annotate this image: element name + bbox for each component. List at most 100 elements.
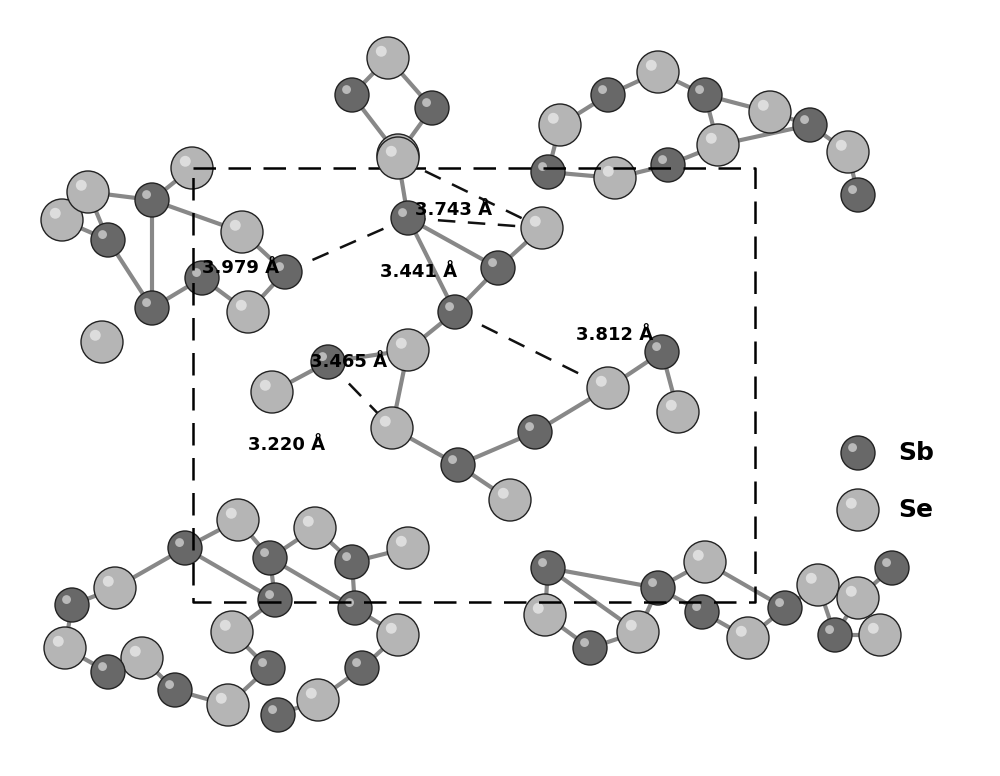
Circle shape [626, 620, 637, 631]
Circle shape [859, 614, 901, 656]
Circle shape [207, 684, 249, 726]
Circle shape [387, 329, 429, 371]
Circle shape [386, 623, 397, 634]
Circle shape [221, 211, 263, 253]
Circle shape [445, 302, 454, 311]
Circle shape [580, 638, 589, 647]
Circle shape [352, 658, 361, 667]
Circle shape [538, 558, 547, 567]
Circle shape [882, 558, 891, 567]
Circle shape [641, 571, 675, 605]
Circle shape [91, 655, 125, 689]
Circle shape [306, 688, 317, 698]
Text: Se: Se [898, 498, 933, 522]
Circle shape [230, 220, 241, 230]
Circle shape [371, 407, 413, 449]
Circle shape [41, 199, 83, 241]
Circle shape [837, 489, 879, 531]
Circle shape [539, 104, 581, 146]
Circle shape [121, 637, 163, 679]
Circle shape [518, 415, 552, 449]
Circle shape [684, 541, 726, 583]
Circle shape [846, 586, 857, 597]
Circle shape [55, 588, 89, 622]
Circle shape [297, 679, 339, 721]
Circle shape [81, 321, 123, 363]
Circle shape [806, 573, 817, 584]
Circle shape [587, 367, 629, 409]
Circle shape [868, 623, 879, 634]
Circle shape [692, 602, 701, 611]
Circle shape [260, 548, 269, 557]
Circle shape [103, 576, 114, 587]
Circle shape [489, 479, 531, 521]
Circle shape [768, 591, 802, 625]
Circle shape [441, 448, 475, 482]
Circle shape [488, 258, 497, 267]
Circle shape [53, 636, 64, 646]
Text: 3.743 Å: 3.743 Å [415, 201, 492, 219]
Circle shape [268, 705, 277, 714]
Circle shape [697, 124, 739, 166]
Circle shape [695, 85, 704, 94]
Circle shape [236, 300, 247, 310]
Circle shape [168, 531, 202, 565]
Circle shape [758, 100, 769, 111]
Circle shape [98, 662, 107, 671]
Circle shape [693, 550, 704, 561]
Circle shape [342, 85, 351, 94]
Circle shape [386, 143, 397, 154]
Circle shape [841, 178, 875, 212]
Text: 3.465 Å: 3.465 Å [310, 353, 387, 371]
Circle shape [598, 85, 607, 94]
Circle shape [258, 658, 267, 667]
Text: 3.220 Å: 3.220 Å [248, 436, 325, 454]
Circle shape [591, 78, 625, 112]
Circle shape [345, 598, 354, 607]
Circle shape [841, 436, 875, 470]
Circle shape [268, 255, 302, 289]
Circle shape [260, 379, 271, 391]
Circle shape [220, 620, 231, 631]
Circle shape [94, 567, 136, 609]
Circle shape [387, 527, 429, 569]
Circle shape [158, 673, 192, 707]
Circle shape [498, 488, 509, 499]
Circle shape [481, 251, 515, 285]
Circle shape [311, 345, 345, 379]
Circle shape [749, 91, 791, 133]
Circle shape [345, 651, 379, 685]
Circle shape [688, 78, 722, 112]
Text: Sb: Sb [898, 441, 934, 465]
Circle shape [396, 338, 407, 348]
Circle shape [135, 183, 169, 217]
Circle shape [342, 553, 351, 561]
Circle shape [875, 551, 909, 585]
Text: 3.441 Å: 3.441 Å [380, 263, 457, 281]
Circle shape [50, 208, 61, 219]
Circle shape [251, 651, 285, 685]
Circle shape [706, 133, 717, 144]
Circle shape [391, 201, 425, 235]
Circle shape [258, 583, 292, 617]
Circle shape [216, 693, 227, 704]
Circle shape [438, 295, 472, 329]
Circle shape [226, 508, 237, 518]
Circle shape [318, 352, 327, 361]
Circle shape [736, 625, 747, 637]
Circle shape [377, 614, 419, 656]
Circle shape [367, 37, 409, 79]
Circle shape [303, 516, 314, 527]
Circle shape [637, 51, 679, 93]
Circle shape [142, 190, 151, 199]
Circle shape [651, 148, 685, 182]
Text: 3.979 Å: 3.979 Å [202, 259, 279, 277]
Circle shape [848, 185, 857, 194]
Circle shape [648, 578, 657, 587]
Circle shape [666, 400, 677, 411]
Circle shape [573, 631, 607, 665]
Circle shape [836, 140, 847, 151]
Circle shape [377, 134, 419, 176]
Circle shape [396, 535, 407, 547]
Circle shape [548, 113, 559, 123]
